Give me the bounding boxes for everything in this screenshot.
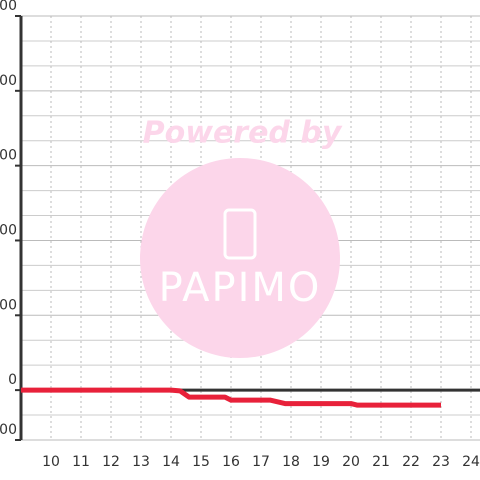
y-tick-label: -20,000 bbox=[0, 422, 17, 438]
x-tick-label: 20 bbox=[342, 454, 360, 470]
y-tick-label: 150,000 bbox=[0, 0, 17, 14]
y-tick-label: 30,000 bbox=[0, 297, 17, 313]
x-tick-label: 15 bbox=[192, 454, 210, 470]
y-tick-label: 60,000 bbox=[0, 222, 17, 238]
x-tick-label: 13 bbox=[132, 454, 150, 470]
x-tick-label: 14 bbox=[162, 454, 180, 470]
logo-phone bbox=[223, 208, 257, 260]
y-tick-label: 0 bbox=[8, 372, 17, 388]
x-tick-label: 19 bbox=[312, 454, 330, 470]
x-tick-label: 21 bbox=[372, 454, 390, 470]
x-tick-label: 12 bbox=[102, 454, 120, 470]
x-tick-label: 18 bbox=[282, 454, 300, 470]
x-tick-label: 22 bbox=[402, 454, 420, 470]
x-tick-label: 23 bbox=[432, 454, 450, 470]
x-tick-label: 11 bbox=[72, 454, 90, 470]
x-tick-label: 10 bbox=[42, 454, 60, 470]
line bbox=[21, 387, 441, 408]
x-tick-label: 17 bbox=[252, 454, 270, 470]
watermark-text: Powered by bbox=[143, 116, 343, 151]
x-tick-label: 24 bbox=[462, 454, 480, 470]
y-tick-label: 90,000 bbox=[0, 148, 17, 164]
logo-text: PAPIMO bbox=[159, 265, 322, 311]
x-tick-label: 16 bbox=[222, 454, 240, 470]
y-tick-label: 120,000 bbox=[0, 73, 17, 89]
